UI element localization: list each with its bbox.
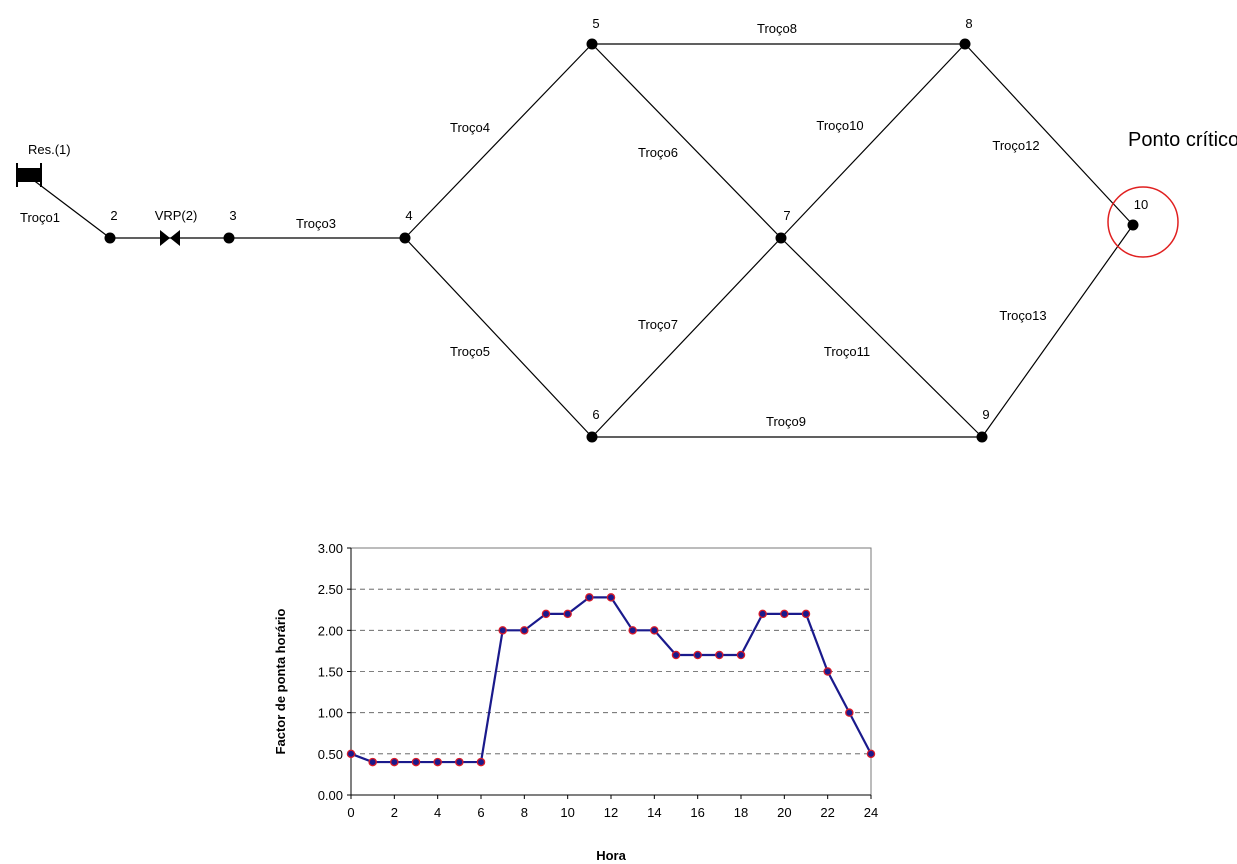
data-point-23 — [845, 708, 854, 717]
x-tick-label: 0 — [347, 805, 354, 820]
x-tick-label: 24 — [864, 805, 878, 820]
data-point-0 — [346, 749, 356, 759]
data-point-4 — [433, 757, 442, 767]
data-point-20 — [780, 609, 789, 619]
data-point-13 — [628, 626, 637, 635]
node-label-2: 2 — [110, 208, 117, 223]
junction-node-10 — [1127, 219, 1139, 231]
data-point-14 — [650, 626, 659, 635]
junction-node-3 — [223, 232, 235, 244]
valve-label: VRP(2) — [155, 208, 198, 223]
x-tick-label: 18 — [734, 805, 748, 820]
pipe-label: Troço1 — [20, 210, 60, 225]
data-point-17 — [715, 650, 724, 660]
y-tick-label: 1.00 — [318, 706, 343, 721]
x-tick-label: 22 — [820, 805, 834, 820]
data-point-10 — [563, 609, 572, 619]
x-tick-label: 10 — [560, 805, 574, 820]
node-label-8: 8 — [965, 16, 972, 31]
pipe-label: Troço8 — [757, 21, 797, 36]
data-point-12 — [606, 593, 616, 602]
node-label-5: 5 — [592, 16, 599, 31]
pressure-reducing-valve-icon — [160, 230, 180, 246]
pipe-line-10 — [780, 237, 983, 438]
junction-node-9 — [976, 431, 988, 443]
node-label-6: 6 — [592, 407, 599, 422]
node-label-3: 3 — [229, 208, 236, 223]
pipe-label: Troço3 — [296, 216, 336, 231]
junction-node-7 — [775, 232, 787, 244]
junction-node-5 — [586, 38, 598, 50]
pipe-label: Troço12 — [992, 138, 1039, 153]
hourly-peak-factor-chart: 0.000.501.001.502.002.503.000 2 4 6 8 10 12 14 1… — [273, 541, 878, 863]
node-label-9: 9 — [982, 407, 989, 422]
data-point-24 — [866, 749, 876, 759]
x-tick-label: 2 — [391, 805, 398, 820]
data-point-19 — [758, 609, 767, 619]
x-tick-label: 20 — [777, 805, 791, 820]
y-tick-label: 3.00 — [318, 541, 343, 556]
data-point-22 — [823, 667, 832, 676]
pipe-line-6 — [591, 237, 782, 438]
y-tick-label: 0.00 — [318, 788, 343, 803]
data-point-5 — [455, 757, 464, 767]
y-tick-label: 2.00 — [318, 623, 343, 638]
pipe-line-3 — [404, 43, 593, 239]
x-tick-label: 16 — [690, 805, 704, 820]
reservoir-label: Res.(1) — [28, 142, 71, 157]
pipe-label: Troço10 — [816, 118, 863, 133]
data-point-3 — [411, 757, 421, 767]
reservoir-icon — [16, 163, 42, 187]
node-label-4: 4 — [405, 208, 412, 223]
pipe-label: Troço7 — [638, 317, 678, 332]
data-point-6 — [476, 757, 486, 767]
data-point-9 — [541, 609, 551, 619]
x-tick-label: 4 — [434, 805, 441, 820]
pipe-label: Troço5 — [450, 344, 490, 359]
critical-point-label: Ponto crítico — [1128, 129, 1237, 151]
data-point-2 — [390, 757, 399, 767]
x-tick-label: 14 — [647, 805, 661, 820]
pipe-line-5 — [591, 43, 782, 239]
y-tick-label: 2.50 — [318, 582, 343, 597]
y-axis-title: Factor de ponta horário — [273, 608, 288, 754]
x-tick-label: 12 — [604, 805, 618, 820]
data-point-11 — [585, 593, 594, 602]
critical-point-circle — [1107, 186, 1179, 258]
pipe-network-diagram: Troço1 Troço3 Troço4 Troço5 Troço6 Troço7 Troç… — [16, 16, 1237, 443]
x-axis-title: Hora — [596, 848, 626, 863]
x-tick-label: 8 — [521, 805, 528, 820]
junction-node-8 — [959, 38, 971, 50]
pipe-line-4 — [404, 237, 593, 438]
junction-node-2 — [104, 232, 116, 244]
junction-node-4 — [399, 232, 411, 244]
y-tick-label: 0.50 — [318, 747, 343, 762]
data-point-18 — [736, 650, 746, 660]
pipe-line-12 — [981, 224, 1134, 438]
pipe-label: Troço9 — [766, 414, 806, 429]
pipe-label: Troço6 — [638, 145, 678, 160]
data-point-21 — [801, 609, 811, 619]
pipe-label: Troço13 — [999, 308, 1046, 323]
data-point-8 — [520, 626, 529, 635]
data-point-7 — [498, 626, 507, 635]
junction-node-6 — [586, 431, 598, 443]
data-point-1 — [368, 757, 377, 767]
x-tick-label: 6 — [477, 805, 484, 820]
y-tick-label: 1.50 — [318, 665, 343, 680]
pipe-line-11 — [964, 43, 1134, 226]
pipe-label: Troço11 — [824, 344, 870, 359]
pipe-line-9 — [780, 43, 966, 239]
data-point-15 — [671, 650, 681, 660]
data-point-16 — [693, 650, 702, 660]
node-label-10: 10 — [1134, 197, 1148, 212]
node-label-7: 7 — [783, 208, 790, 223]
pipe-label: Troço4 — [450, 120, 490, 135]
